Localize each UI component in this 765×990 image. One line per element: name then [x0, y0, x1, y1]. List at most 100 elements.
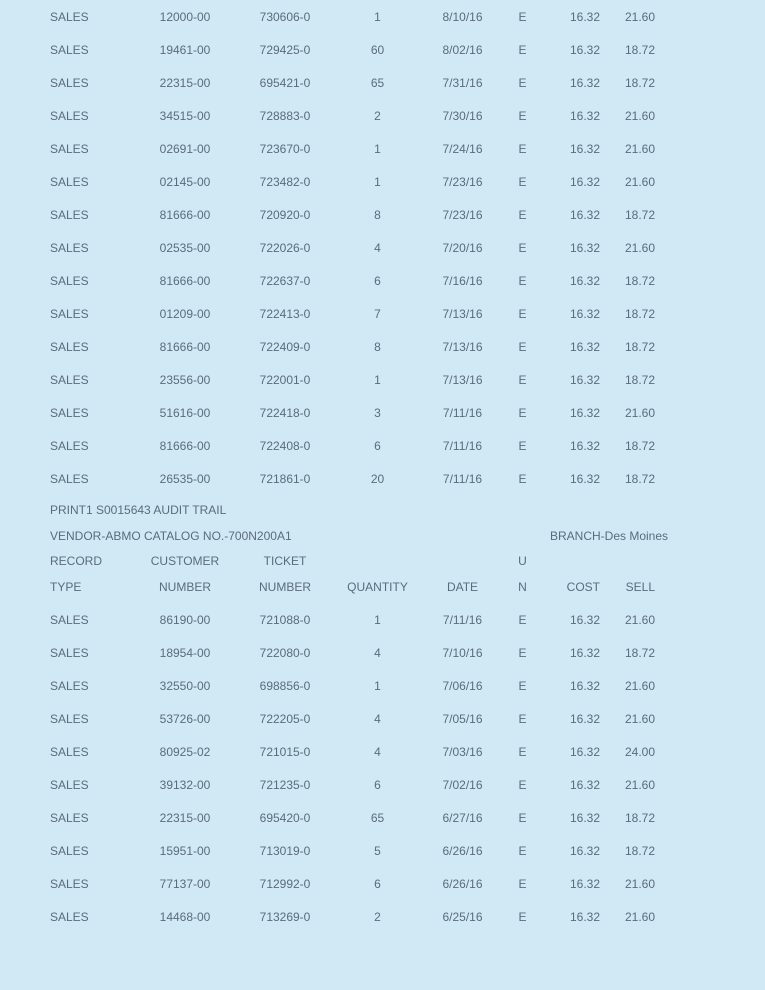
cell-type: SALES	[50, 175, 135, 189]
hdr-customer: CUSTOMER	[135, 554, 235, 568]
cell-sell: 21.60	[600, 778, 655, 792]
cell-type: SALES	[50, 877, 135, 891]
table-row: SALES18954-00722080-047/10/16E16.3218.72	[0, 636, 765, 669]
cell-cost: 16.32	[540, 646, 600, 660]
cell-sell: 18.72	[600, 208, 655, 222]
cell-ticket: 722026-0	[235, 241, 335, 255]
table-row: SALES14468-00713269-026/25/16E16.3221.60	[0, 900, 765, 933]
cell-date: 7/13/16	[420, 340, 505, 354]
cell-date: 6/26/16	[420, 844, 505, 858]
table-row: SALES86190-00721088-017/11/16E16.3221.60	[0, 603, 765, 636]
cell-customer: 14468-00	[135, 910, 235, 924]
cell-type: SALES	[50, 76, 135, 90]
cell-date: 6/27/16	[420, 811, 505, 825]
sales-table-1: SALES12000-00730606-018/10/16E16.3221.60…	[0, 0, 765, 495]
cell-customer: 18954-00	[135, 646, 235, 660]
cell-cost: 16.32	[540, 811, 600, 825]
cell-un: E	[505, 109, 540, 123]
table-row: SALES19461-00729425-0608/02/16E16.3218.7…	[0, 33, 765, 66]
table-row: SALES80925-02721015-047/03/16E16.3224.00	[0, 735, 765, 768]
cell-customer: 51616-00	[135, 406, 235, 420]
table-row: SALES01209-00722413-077/13/16E16.3218.72	[0, 297, 765, 330]
cell-type: SALES	[50, 811, 135, 825]
cell-sell: 21.60	[600, 613, 655, 627]
table-row: SALES02535-00722026-047/20/16E16.3221.60	[0, 231, 765, 264]
cell-sell: 24.00	[600, 745, 655, 759]
cell-un: E	[505, 142, 540, 156]
cell-customer: 81666-00	[135, 274, 235, 288]
table-row: SALES22315-00695421-0657/31/16E16.3218.7…	[0, 66, 765, 99]
cell-customer: 81666-00	[135, 208, 235, 222]
cell-qty: 1	[335, 613, 420, 627]
cell-cost: 16.32	[540, 472, 600, 486]
cell-qty: 6	[335, 778, 420, 792]
cell-un: E	[505, 274, 540, 288]
cell-un: E	[505, 811, 540, 825]
cell-customer: 26535-00	[135, 472, 235, 486]
cell-type: SALES	[50, 745, 135, 759]
cell-ticket: 722413-0	[235, 307, 335, 321]
cell-ticket: 721088-0	[235, 613, 335, 627]
cell-qty: 4	[335, 745, 420, 759]
cell-un: E	[505, 613, 540, 627]
cell-type: SALES	[50, 274, 135, 288]
cell-type: SALES	[50, 472, 135, 486]
cell-date: 6/26/16	[420, 877, 505, 891]
cell-sell: 21.60	[600, 10, 655, 24]
cell-ticket: 722409-0	[235, 340, 335, 354]
cell-qty: 65	[335, 811, 420, 825]
cell-customer: 22315-00	[135, 76, 235, 90]
audit-report: SALES12000-00730606-018/10/16E16.3221.60…	[0, 0, 765, 941]
cell-cost: 16.32	[540, 439, 600, 453]
cell-cost: 16.32	[540, 745, 600, 759]
cell-ticket: 722408-0	[235, 439, 335, 453]
cell-customer: 02145-00	[135, 175, 235, 189]
table-row: SALES51616-00722418-037/11/16E16.3221.60	[0, 396, 765, 429]
cell-sell: 21.60	[600, 877, 655, 891]
cell-ticket: 720920-0	[235, 208, 335, 222]
cell-type: SALES	[50, 712, 135, 726]
cell-cost: 16.32	[540, 307, 600, 321]
cell-sell: 18.72	[600, 646, 655, 660]
cell-cost: 16.32	[540, 142, 600, 156]
cell-un: E	[505, 439, 540, 453]
cell-customer: 39132-00	[135, 778, 235, 792]
table-row: SALES15951-00713019-056/26/16E16.3218.72	[0, 834, 765, 867]
cell-customer: 80925-02	[135, 745, 235, 759]
cell-sell: 18.72	[600, 373, 655, 387]
cell-un: E	[505, 208, 540, 222]
cell-customer: 32550-00	[135, 679, 235, 693]
cell-sell: 21.60	[600, 910, 655, 924]
cell-type: SALES	[50, 208, 135, 222]
cell-ticket: 713269-0	[235, 910, 335, 924]
cell-type: SALES	[50, 142, 135, 156]
cell-sell: 18.72	[600, 439, 655, 453]
cell-type: SALES	[50, 241, 135, 255]
cell-qty: 1	[335, 10, 420, 24]
cell-cost: 16.32	[540, 778, 600, 792]
hdr-n: N	[505, 580, 540, 594]
table-row: SALES02145-00723482-017/23/16E16.3221.60	[0, 165, 765, 198]
cell-cost: 16.32	[540, 175, 600, 189]
cell-cost: 16.32	[540, 712, 600, 726]
cell-cost: 16.32	[540, 109, 600, 123]
hdr-number-cust: NUMBER	[135, 580, 235, 594]
cell-type: SALES	[50, 373, 135, 387]
cell-qty: 6	[335, 439, 420, 453]
cell-cost: 16.32	[540, 340, 600, 354]
cell-date: 7/06/16	[420, 679, 505, 693]
hdr-u: U	[505, 554, 540, 568]
cell-un: E	[505, 472, 540, 486]
table-row: SALES22315-00695420-0656/27/16E16.3218.7…	[0, 801, 765, 834]
hdr-quantity: QUANTITY	[335, 580, 420, 594]
cell-type: SALES	[50, 646, 135, 660]
cell-date: 7/11/16	[420, 613, 505, 627]
cell-date: 6/25/16	[420, 910, 505, 924]
cell-ticket: 722637-0	[235, 274, 335, 288]
cell-date: 7/23/16	[420, 175, 505, 189]
cell-cost: 16.32	[540, 208, 600, 222]
hdr-ticket: TICKET	[235, 554, 335, 568]
cell-sell: 18.72	[600, 340, 655, 354]
cell-un: E	[505, 340, 540, 354]
cell-qty: 6	[335, 274, 420, 288]
